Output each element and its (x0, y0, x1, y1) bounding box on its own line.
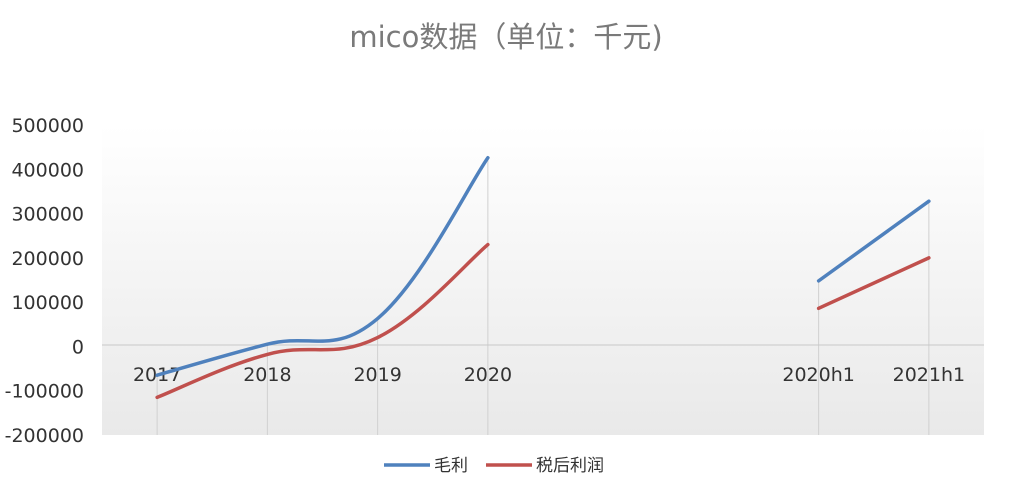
y-tick-label: 200000 (11, 248, 84, 270)
y-tick-label: 400000 (11, 159, 84, 181)
y-tick-label: 100000 (11, 292, 84, 314)
x-tick-label: 2021h1 (893, 364, 965, 386)
legend-label: 税后利润 (536, 456, 604, 476)
series-line-2 (155, 242, 490, 400)
y-tick-label: 300000 (11, 204, 84, 226)
series-line-1 (155, 156, 490, 377)
legend-label: 毛利 (434, 456, 468, 476)
x-tick-label: 2019 (353, 364, 401, 386)
chart-title: mico数据（单位：千元) (349, 20, 663, 54)
y-tick-label: -200000 (5, 425, 84, 447)
y-tick-label: 0 (72, 336, 84, 358)
y-tick-label: -100000 (5, 381, 84, 403)
plot-area (102, 125, 984, 435)
series-line-1 (816, 199, 931, 283)
series-line-2 (816, 256, 931, 311)
x-tick-label: 2020h1 (782, 364, 854, 386)
x-tick-label: 2018 (243, 364, 291, 386)
x-tick-label: 2020 (464, 364, 512, 386)
y-tick-label: 500000 (11, 115, 84, 137)
